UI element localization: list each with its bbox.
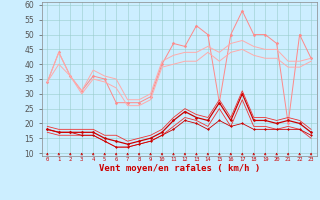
X-axis label: Vent moyen/en rafales ( km/h ): Vent moyen/en rafales ( km/h )	[99, 164, 260, 173]
